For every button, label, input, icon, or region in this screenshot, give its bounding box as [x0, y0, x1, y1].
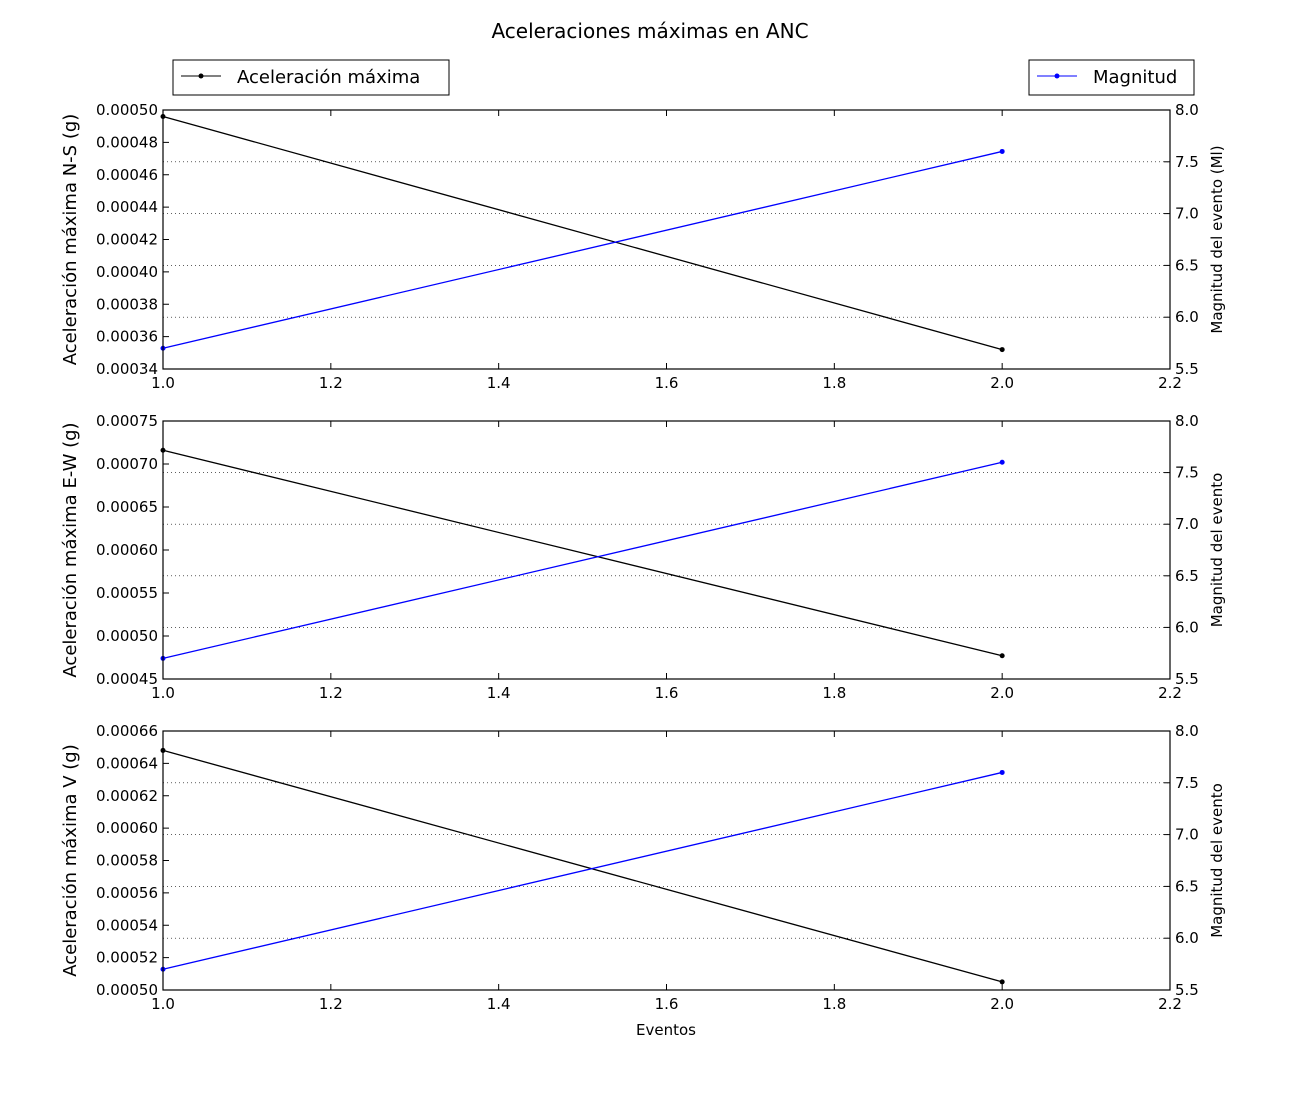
- v-y-right-tick-label: 5.5: [1175, 981, 1199, 999]
- ew-y-right-tick-label: 8.0: [1175, 412, 1199, 430]
- ew-series-aceleracion-line: [162, 449, 1003, 657]
- ew-y-left-tick-label: 0.00065: [96, 498, 158, 516]
- v-x-tick-label: 1.0: [151, 995, 175, 1013]
- v-y-left-tick-label: 0.00062: [96, 787, 158, 805]
- v-series-aceleracion-point: [999, 979, 1005, 985]
- ew-y-left-tick-label: 0.00075: [96, 412, 158, 430]
- ns-y-left-tick-label: 0.00042: [96, 231, 158, 249]
- ns-y-left-tick-label: 0.00048: [96, 133, 158, 151]
- ns-x-tick-label: 2.0: [990, 374, 1014, 392]
- ew-x-tick-label: 1.8: [822, 684, 846, 702]
- v-y-right-tick-label: 7.5: [1175, 774, 1199, 792]
- v-x-tick-label: 2.2: [1158, 995, 1182, 1013]
- ns-x-tick-label: 1.8: [822, 374, 846, 392]
- v-y-right-tick-label: 6.0: [1175, 929, 1199, 947]
- ew-y-right-tick-label: 5.5: [1175, 670, 1199, 688]
- v-y-left-tick-label: 0.00056: [96, 884, 158, 902]
- v-y-right-label: Magnitud del evento: [1208, 783, 1226, 938]
- ew-x-tick-label: 2.0: [990, 684, 1014, 702]
- v-series-magnitud-point: [999, 769, 1005, 775]
- v-y-left-tick-label: 0.00060: [96, 819, 158, 837]
- ew-x-tick-label: 1.4: [487, 684, 511, 702]
- ns-y-left-tick-label: 0.00038: [96, 295, 158, 313]
- v-x-tick-label: 1.4: [487, 995, 511, 1013]
- ns-x-tick-label: 2.2: [1158, 374, 1182, 392]
- v-y-left-tick-label: 0.00066: [96, 722, 158, 740]
- ns-y-left-tick-label: 0.00036: [96, 328, 158, 346]
- ns-y-left-tick-label: 0.00050: [96, 101, 158, 119]
- ew-series-aceleracion-point: [999, 653, 1005, 659]
- ns-x-tick-label: 1.6: [655, 374, 679, 392]
- ns-y-right-tick-label: 8.0: [1175, 101, 1199, 119]
- ns-y-right-tick-label: 6.0: [1175, 308, 1199, 326]
- panel-ns: 1.0 1.2 1.4 1.6 1.8 2.0 2.2 0.00034 0.00036 0.000…: [60, 101, 1226, 392]
- ns-y-left-tick-label: 0.00046: [96, 166, 158, 184]
- ew-y-left-tick-label: 0.00070: [96, 455, 158, 473]
- chart-title: Aceleraciones máximas en ANC: [491, 19, 808, 43]
- legend-left-box: [172, 59, 450, 96]
- ew-x-tick-label: 2.2: [1158, 684, 1182, 702]
- ns-y-left-label: Aceleración máxima N-S (g): [60, 114, 81, 366]
- ew-y-right-tick-label: 7.0: [1175, 515, 1199, 533]
- ns-x-tick-label: 1.4: [487, 374, 511, 392]
- v-y-left-tick-label: 0.00054: [96, 916, 158, 934]
- ns-y-right-label: Magnitud del evento (Ml): [1208, 145, 1226, 333]
- ns-series-aceleracion-line: [162, 115, 1003, 351]
- ew-y-left-tick-label: 0.00060: [96, 541, 158, 559]
- ns-y-left-tick-label: 0.00034: [96, 360, 158, 378]
- ew-y-left-tick-label: 0.00055: [96, 584, 158, 602]
- v-y-left-tick-label: 0.00064: [96, 754, 158, 772]
- ew-series-magnitud-point: [999, 459, 1005, 465]
- ew-y-left-label: Aceleración máxima E-W (g): [60, 422, 81, 677]
- ns-y-right-tick-label: 5.5: [1175, 360, 1199, 378]
- panel-v: 1.0 1.2 1.4 1.6 1.8 2.0 2.2 0.00050 0.00052 0.000…: [60, 722, 1226, 1013]
- ns-y-right-tick-label: 7.5: [1175, 153, 1199, 171]
- panel-ew: 1.0 1.2 1.4 1.6 1.8 2.0 2.2 0.00045 0.00050 0.000…: [60, 412, 1226, 702]
- v-x-tick-label: 2.0: [990, 995, 1014, 1013]
- legend-left-marker: [198, 73, 204, 79]
- ns-x-tick-label: 1.2: [319, 374, 343, 392]
- ew-x-tick-label: 1.0: [151, 684, 175, 702]
- ns-series-aceleracion-point: [999, 347, 1005, 353]
- legend-right: Magnitud: [1028, 59, 1195, 96]
- v-x-tick-label: 1.2: [319, 995, 343, 1013]
- ns-series-magnitud-line: [162, 150, 1003, 349]
- ns-y-right-tick-label: 6.5: [1175, 256, 1199, 274]
- v-x-tick-label: 1.8: [822, 995, 846, 1013]
- ew-y-right-tick-label: 7.5: [1175, 464, 1199, 482]
- ew-x-tick-label: 1.6: [655, 684, 679, 702]
- ew-y-left-tick-label: 0.00045: [96, 670, 158, 688]
- ew-y-right-tick-label: 6.0: [1175, 618, 1199, 636]
- ns-series-magnitud-point: [999, 148, 1005, 154]
- ns-y-left-tick-label: 0.00044: [96, 198, 158, 216]
- v-series-magnitud-line: [162, 771, 1003, 970]
- v-y-right-tick-label: 7.0: [1175, 826, 1199, 844]
- legend-right-marker: [1054, 73, 1060, 79]
- v-y-left-label: Aceleración máxima V (g): [60, 744, 81, 977]
- ew-y-left-tick-label: 0.00050: [96, 627, 158, 645]
- legend-right-label: Magnitud: [1093, 67, 1177, 88]
- legend-left: Aceleración máxima: [172, 59, 450, 96]
- ew-x-tick-label: 1.2: [319, 684, 343, 702]
- v-y-left-tick-label: 0.00058: [96, 852, 158, 870]
- v-y-left-tick-label: 0.00052: [96, 949, 158, 967]
- ns-x-tick-label: 1.0: [151, 374, 175, 392]
- x-axis-label: Eventos: [636, 1021, 696, 1039]
- ew-y-right-label: Magnitud del evento: [1208, 473, 1226, 628]
- ns-y-left-tick-label: 0.00040: [96, 263, 158, 281]
- v-y-right-tick-label: 8.0: [1175, 722, 1199, 740]
- ew-series-magnitud-line: [162, 461, 1003, 659]
- v-y-right-tick-label: 6.5: [1175, 877, 1199, 895]
- v-x-tick-label: 1.6: [655, 995, 679, 1013]
- ns-y-right-tick-label: 7.0: [1175, 205, 1199, 223]
- v-y-left-tick-label: 0.00050: [96, 981, 158, 999]
- legend-left-label: Aceleración máxima: [237, 67, 420, 88]
- ew-y-right-tick-label: 6.5: [1175, 567, 1199, 585]
- v-series-aceleracion-line: [162, 749, 1003, 983]
